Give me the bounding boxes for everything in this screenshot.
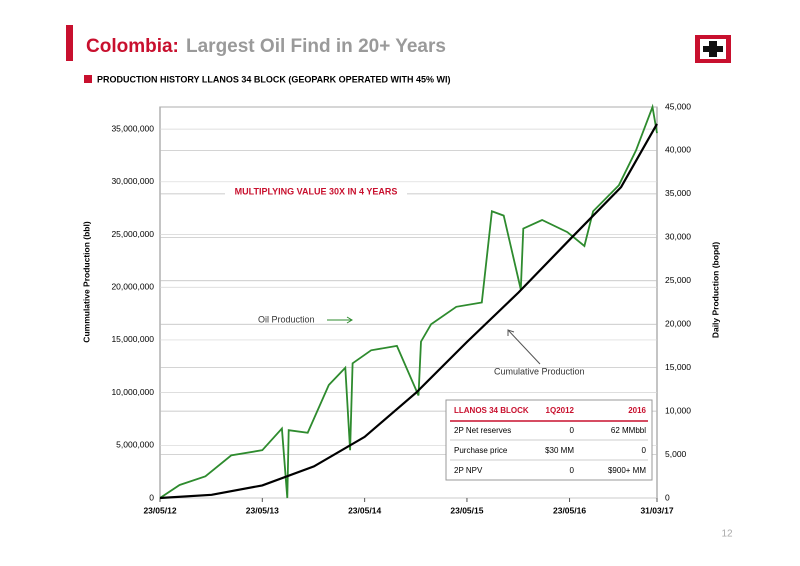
arrow (327, 316, 353, 324)
logo (695, 35, 731, 63)
arrow (507, 329, 541, 365)
x-tick-label: 23/05/12 (143, 505, 176, 515)
table-cell: 0 (570, 426, 575, 435)
annotation: MULTIPLYING VALUE 30X IN 4 YEARS (235, 186, 398, 196)
y-tick-label: 25,000,000 (111, 229, 154, 239)
table-cell: 2P NPV (454, 466, 483, 475)
y2-tick-label: 0 (665, 492, 670, 502)
table-cell: Purchase price (454, 446, 508, 455)
y2-tick-label: 10,000 (665, 405, 691, 415)
title-prefix: Colombia: (86, 36, 179, 57)
y-tick-label: 20,000,000 (111, 281, 154, 291)
subtitle-marker (84, 75, 92, 83)
x-tick-label: 31/03/17 (640, 505, 673, 515)
table-header: 2016 (628, 406, 646, 415)
y-tick-label: 5,000,000 (116, 440, 154, 450)
y2-tick-label: 30,000 (665, 232, 691, 242)
table-header: 1Q2012 (546, 406, 575, 415)
series-label: Oil Production (258, 314, 315, 324)
y-tick-label: 15,000,000 (111, 334, 154, 344)
table-cell: 62 MMbbl (611, 426, 646, 435)
x-tick-label: 23/05/13 (246, 505, 279, 515)
y-axis-label: Cummulative Production (bbl) (81, 221, 91, 343)
y2-tick-label: 25,000 (665, 275, 691, 285)
slide-title: Largest Oil Find in 20+ Years (186, 36, 446, 57)
annotation-bg (225, 185, 407, 199)
y2-tick-label: 5,000 (665, 449, 687, 459)
page-number: 12 (721, 529, 733, 540)
y-tick-label: 35,000,000 (111, 123, 154, 133)
table-cell: $900+ MM (608, 466, 646, 475)
x-tick-label: 23/05/16 (553, 505, 586, 515)
chart-subtitle: PRODUCTION HISTORY LLANOS 34 BLOCK (GEOP… (97, 74, 451, 84)
title-bar (66, 25, 73, 61)
y2-tick-label: 20,000 (665, 318, 691, 328)
y2-tick-label: 15,000 (665, 362, 691, 372)
table-cell: $30 MM (545, 446, 574, 455)
table-cell: 0 (570, 466, 575, 475)
y-tick-label: 10,000,000 (111, 387, 154, 397)
y-tick-label: 30,000,000 (111, 176, 154, 186)
y2-tick-label: 45,000 (665, 101, 691, 111)
x-tick-label: 23/05/14 (348, 505, 381, 515)
table-header: LLANOS 34 BLOCK (454, 406, 529, 415)
x-tick-label: 23/05/15 (450, 505, 483, 515)
y2-axis-label: Daily Production (bopd) (710, 242, 720, 338)
y2-tick-label: 40,000 (665, 145, 691, 155)
y-tick-label: 0 (149, 492, 154, 502)
series-line (159, 103, 658, 499)
table-cell: 0 (642, 446, 647, 455)
y2-tick-label: 35,000 (665, 188, 691, 198)
series-line (159, 123, 658, 500)
series-label: Cumulative Production (494, 366, 585, 376)
table-cell: 2P Net reserves (454, 426, 511, 435)
